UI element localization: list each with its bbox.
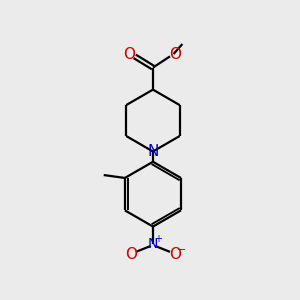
Text: O: O [169, 247, 181, 262]
Text: O: O [123, 47, 135, 62]
Text: −: − [176, 245, 186, 255]
Text: N: N [147, 144, 159, 159]
Text: O: O [169, 47, 181, 62]
Text: +: + [154, 234, 162, 244]
Text: O: O [125, 247, 137, 262]
Text: N: N [148, 237, 158, 250]
